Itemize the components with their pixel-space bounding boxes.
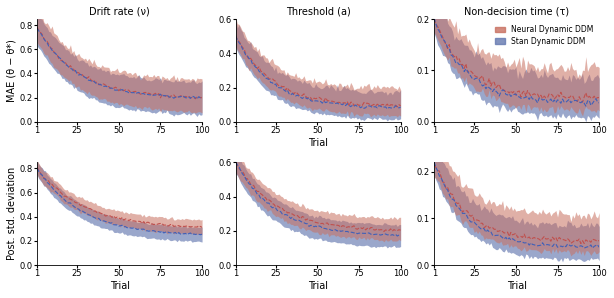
X-axis label: Trial: Trial: [308, 281, 328, 291]
Legend: Neural Dynamic DDM, Stan Dynamic DDM: Neural Dynamic DDM, Stan Dynamic DDM: [493, 23, 596, 48]
Title: Non-decision time (τ): Non-decision time (τ): [464, 7, 569, 17]
Title: Drift rate (ν): Drift rate (ν): [89, 7, 150, 17]
Y-axis label: MAE (θ − θ*): MAE (θ − θ*): [7, 39, 17, 102]
Title: Threshold (a): Threshold (a): [286, 7, 351, 17]
X-axis label: Trial: Trial: [507, 281, 527, 291]
X-axis label: Trial: Trial: [308, 138, 328, 148]
X-axis label: Trial: Trial: [110, 281, 130, 291]
Y-axis label: Post. std. deviation: Post. std. deviation: [7, 167, 17, 260]
